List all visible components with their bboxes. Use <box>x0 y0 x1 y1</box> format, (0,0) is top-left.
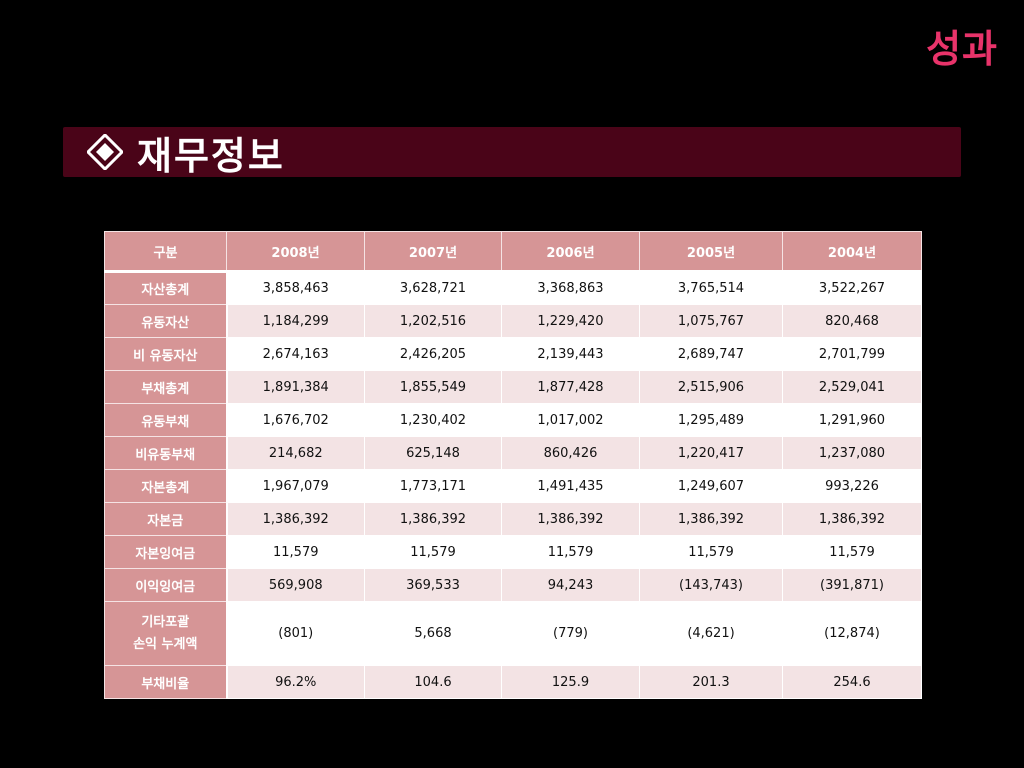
diamond-icon <box>87 134 123 170</box>
header-2007: 2007년 <box>364 231 502 273</box>
table-cell: 2,515,906 <box>639 370 783 404</box>
row-label: 부채총계 <box>104 370 228 404</box>
financial-table: 구분 2008년 2007년 2006년 2005년 2004년 자산총계 3,… <box>104 231 922 699</box>
table-cell: 2,139,443 <box>501 337 640 371</box>
table-row: 유동부채 1,676,702 1,230,402 1,017,002 1,295… <box>104 403 922 437</box>
table-cell: 11,579 <box>782 535 922 569</box>
table-row: 부채비율 96.2% 104.6 125.9 201.3 254.6 <box>104 665 922 699</box>
table-cell: 11,579 <box>501 535 640 569</box>
table-row: 부채총계 1,891,384 1,855,549 1,877,428 2,515… <box>104 370 922 404</box>
table-cell: 1,676,702 <box>226 403 365 437</box>
table-cell: (801) <box>226 601 365 666</box>
table-cell: 1,017,002 <box>501 403 640 437</box>
table-cell: 569,908 <box>226 568 365 602</box>
table-cell: 254.6 <box>782 665 922 699</box>
table-cell: 1,877,428 <box>501 370 640 404</box>
table-cell: 1,202,516 <box>364 304 502 338</box>
table-cell: 1,295,489 <box>639 403 783 437</box>
table-cell: (779) <box>501 601 640 666</box>
table-cell: 1,291,960 <box>782 403 922 437</box>
row-label: 비유동부채 <box>104 436 228 470</box>
table-cell: (4,621) <box>639 601 783 666</box>
table-cell: 1,184,299 <box>226 304 365 338</box>
table-cell: 2,529,041 <box>782 370 922 404</box>
row-label: 부채비율 <box>104 665 228 699</box>
table-cell: 2,689,747 <box>639 337 783 371</box>
row-label: 자산총계 <box>104 271 228 305</box>
section-title: 재무정보 <box>137 133 285 178</box>
table-cell: 1,491,435 <box>501 469 640 503</box>
table-row: 이익잉여금 569,908 369,533 94,243 (143,743) (… <box>104 568 922 602</box>
table-cell: 2,426,205 <box>364 337 502 371</box>
section-title-bar: 재무정보 <box>63 127 961 178</box>
row-label-line-2: 손익 누계액 <box>133 636 198 652</box>
table-row: 비유동부채 214,682 625,148 860,426 1,220,417 … <box>104 436 922 470</box>
table-row: 자산총계 3,858,463 3,628,721 3,368,863 3,765… <box>104 271 922 305</box>
table-cell: 5,668 <box>364 601 502 666</box>
row-label-line-1: 기타포괄 <box>141 614 190 630</box>
table-cell: 1,230,402 <box>364 403 502 437</box>
table-cell: 94,243 <box>501 568 640 602</box>
header-2005: 2005년 <box>639 231 783 273</box>
table-cell: 11,579 <box>364 535 502 569</box>
table-cell: (391,871) <box>782 568 922 602</box>
row-label: 자본금 <box>104 502 228 536</box>
table-cell: 96.2% <box>226 665 365 699</box>
table-row: 자본잉여금 11,579 11,579 11,579 11,579 11,579 <box>104 535 922 569</box>
table-cell: 201.3 <box>639 665 783 699</box>
table-cell: 1,237,080 <box>782 436 922 470</box>
table-cell: 1,075,767 <box>639 304 783 338</box>
table-cell: 1,891,384 <box>226 370 365 404</box>
table-cell: 104.6 <box>364 665 502 699</box>
table-cell: 3,858,463 <box>226 271 365 305</box>
table-cell: 1,229,420 <box>501 304 640 338</box>
header-category: 구분 <box>104 231 227 273</box>
table-cell: 125.9 <box>501 665 640 699</box>
table-row: 자본총계 1,967,079 1,773,171 1,491,435 1,249… <box>104 469 922 503</box>
table-row: 기타포괄 손익 누계액 (801) 5,668 (779) (4,621) (1… <box>104 601 922 666</box>
table-cell: 2,701,799 <box>782 337 922 371</box>
table-cell: 1,386,392 <box>501 502 640 536</box>
table-cell: 214,682 <box>226 436 365 470</box>
table-cell: 1,386,392 <box>782 502 922 536</box>
table-cell: 1,386,392 <box>639 502 783 536</box>
table-cell: 3,765,514 <box>639 271 783 305</box>
row-label: 자본총계 <box>104 469 228 503</box>
table-cell: 11,579 <box>639 535 783 569</box>
table-cell: 820,468 <box>782 304 922 338</box>
table-cell: 3,628,721 <box>364 271 502 305</box>
table-row: 자본금 1,386,392 1,386,392 1,386,392 1,386,… <box>104 502 922 536</box>
row-label: 기타포괄 손익 누계액 <box>104 601 228 666</box>
header-2004: 2004년 <box>782 231 922 273</box>
table-cell: 1,220,417 <box>639 436 783 470</box>
row-label: 이익잉여금 <box>104 568 228 602</box>
table-cell: 3,522,267 <box>782 271 922 305</box>
table-cell: (12,874) <box>782 601 922 666</box>
table-cell: 860,426 <box>501 436 640 470</box>
table-cell: 1,773,171 <box>364 469 502 503</box>
corner-title: 성과 <box>926 27 998 71</box>
table-cell: 1,386,392 <box>226 502 365 536</box>
table-cell: 625,148 <box>364 436 502 470</box>
table-cell: 1,386,392 <box>364 502 502 536</box>
table-cell: 2,674,163 <box>226 337 365 371</box>
header-2008: 2008년 <box>226 231 365 273</box>
table-header-row: 구분 2008년 2007년 2006년 2005년 2004년 <box>104 231 922 273</box>
table-cell: 993,226 <box>782 469 922 503</box>
table-cell: 1,967,079 <box>226 469 365 503</box>
table-row: 비 유동자산 2,674,163 2,426,205 2,139,443 2,6… <box>104 337 922 371</box>
row-label: 유동부채 <box>104 403 228 437</box>
table-cell: 369,533 <box>364 568 502 602</box>
table-cell: 3,368,863 <box>501 271 640 305</box>
table-cell: 1,855,549 <box>364 370 502 404</box>
row-label: 자본잉여금 <box>104 535 228 569</box>
table-cell: 1,249,607 <box>639 469 783 503</box>
table-cell: 11,579 <box>226 535 365 569</box>
row-label: 비 유동자산 <box>104 337 228 371</box>
row-label: 유동자산 <box>104 304 228 338</box>
table-cell: (143,743) <box>639 568 783 602</box>
header-2006: 2006년 <box>501 231 640 273</box>
table-row: 유동자산 1,184,299 1,202,516 1,229,420 1,075… <box>104 304 922 338</box>
